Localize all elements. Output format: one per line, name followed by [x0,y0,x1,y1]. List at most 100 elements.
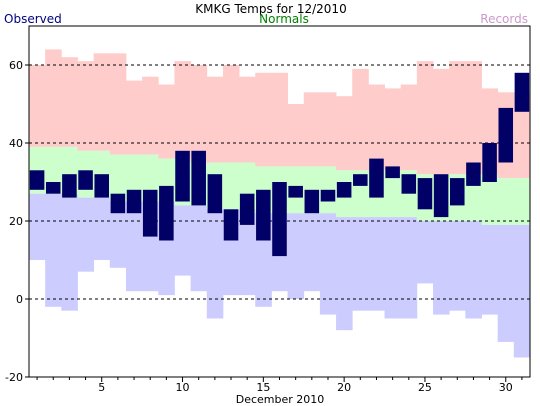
record-low-band [368,217,385,311]
normal-band [513,178,531,225]
record-high-band [222,65,240,163]
record-high-band [142,76,159,155]
observed-bar [223,209,239,241]
record-low-band [400,217,418,319]
observed-bar [353,174,368,186]
record-high-band [287,104,305,167]
observed-bar [450,178,465,206]
record-high-band [109,53,127,155]
record-high-band [206,76,224,163]
record-high-band [513,92,531,179]
y-tick-label: 40 [9,137,23,150]
record-low-band [29,193,46,260]
observed-bar [288,185,303,198]
record-high-band [77,61,95,151]
observed-bar [320,189,336,202]
record-high-band [433,68,450,175]
record-high-band [303,92,321,167]
normal-band [109,154,127,202]
record-low-band [416,221,434,284]
record-low-band [433,221,450,315]
record-low-band [449,221,466,311]
observed-bar [385,166,400,179]
observed-bar [401,174,417,194]
observed-bar [126,189,142,214]
observed-bar [175,150,190,202]
record-high-band [352,68,369,171]
normal-band [481,174,499,225]
record-low-band [303,213,321,292]
observed-bar [417,178,433,210]
x-tick-label: 5 [98,381,105,394]
record-high-band [400,84,418,171]
record-low-band [319,213,337,315]
record-high-band [29,65,46,147]
record-low-band [352,217,369,311]
observed-bar [239,193,255,225]
observed-bar [256,189,271,241]
legend-normals: Normals [259,12,309,26]
record-low-band [206,209,224,319]
record-low-band [481,224,499,315]
record-low-band [384,217,402,319]
plot-area: -20 0 20 40 60 5 10 15 20 25 30 [5,25,531,394]
observed-bar [159,185,174,241]
observed-bar [94,174,109,198]
observed-bar [498,107,514,163]
record-high-band [174,61,192,159]
observed-bar [482,143,497,182]
record-low-band [61,193,78,311]
x-tick-label: 10 [176,381,190,394]
record-low-band [287,213,305,299]
observed-bar [466,162,481,186]
record-high-band [125,80,143,155]
observed-bar [29,170,45,190]
observed-bar [142,189,158,237]
observed-bar [514,72,530,112]
record-high-band [271,72,288,167]
record-low-band [174,205,192,276]
record-low-band [190,205,208,292]
record-high-band [255,72,272,167]
x-axis-label: December 2010 [236,393,325,406]
observed-bar [272,182,287,257]
normal-band [222,162,240,210]
record-high-band [336,96,353,171]
observed-bar [207,174,223,214]
legend-observed: Observed [4,12,62,26]
normal-band [497,178,515,225]
record-low-band [465,221,482,319]
record-low-band [513,224,531,358]
record-high-band [368,84,385,171]
observed-bar [336,182,352,198]
observed-bar [369,158,384,198]
record-low-band [125,201,143,292]
record-high-band [416,61,434,175]
x-tick-label: 30 [499,381,513,394]
observed-bar [110,193,126,214]
x-tick-label: 20 [337,381,351,394]
record-high-band [319,92,337,167]
y-tick-label: 0 [16,293,23,306]
record-low-band [497,224,515,342]
observed-bar [433,174,449,218]
record-high-band [93,53,111,151]
record-high-band [61,57,78,147]
record-high-band [384,88,402,171]
chart-title: KMKG Temps for 12/2010 [195,2,346,16]
record-low-band [77,197,95,272]
x-tick-label: 15 [256,381,270,394]
record-high-band [465,61,482,175]
observed-bar [304,189,320,214]
observed-bar [191,150,206,206]
x-tick-label: 25 [418,381,432,394]
record-low-band [45,193,62,307]
record-high-band [45,49,62,147]
y-tick-label: 60 [9,59,23,72]
normal-band [319,166,337,214]
record-low-band [239,209,256,296]
record-high-band [158,84,175,159]
observed-bar [62,174,77,198]
record-low-band [93,197,111,260]
normal-band [384,170,402,218]
